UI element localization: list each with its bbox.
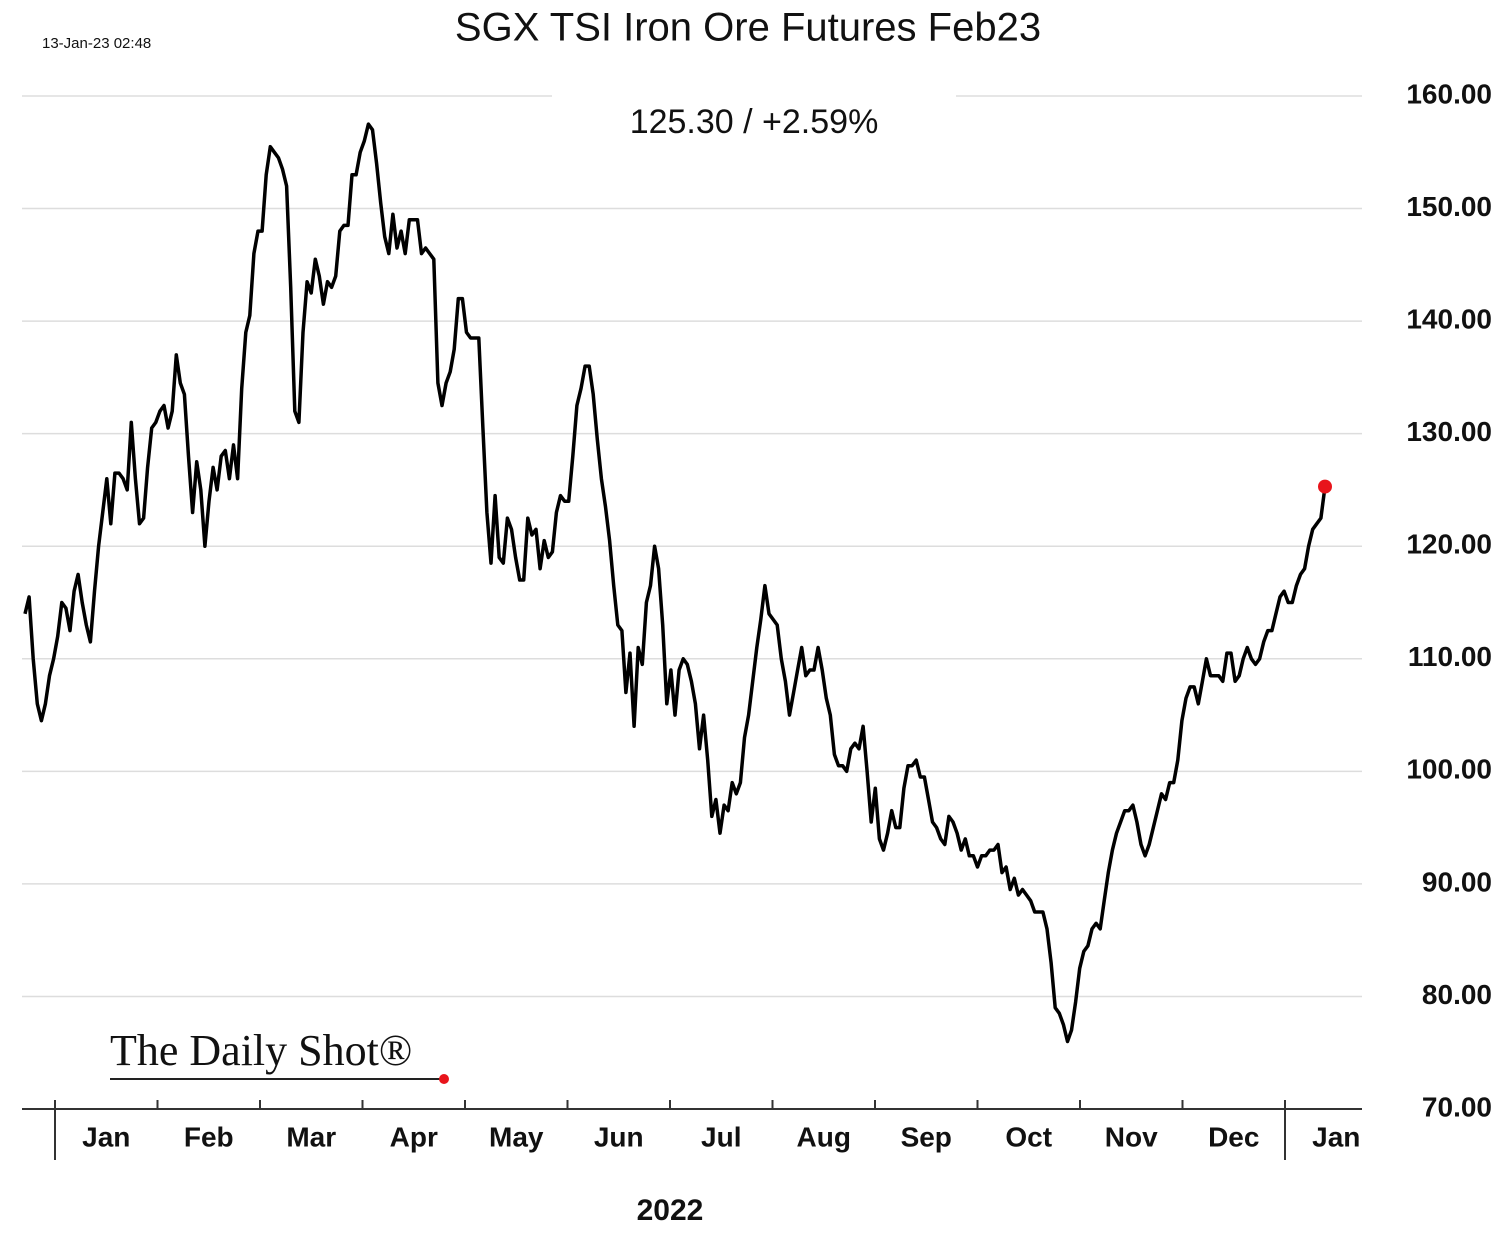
y-tick-label: 140.00 [1406, 304, 1492, 335]
x-tick-label: Apr [390, 1121, 438, 1152]
x-tick-label: Mar [286, 1121, 336, 1152]
x-tick-label: Jan [1312, 1121, 1360, 1152]
y-tick-label: 80.00 [1422, 979, 1492, 1010]
y-tick-label: 120.00 [1406, 529, 1492, 560]
x-tick-label: May [489, 1121, 544, 1152]
x-axis-label: 2022 [637, 1194, 704, 1227]
x-tick-label: Jan [82, 1121, 130, 1152]
x-tick-label: Oct [1005, 1121, 1052, 1152]
x-tick-label: Aug [797, 1121, 851, 1152]
x-tick-label: Jul [701, 1121, 741, 1152]
y-tick-label: 90.00 [1422, 866, 1492, 897]
y-tick-label: 70.00 [1422, 1091, 1492, 1122]
watermark-dot [439, 1074, 449, 1084]
price-line [23, 122, 1327, 1044]
x-tick-label: Dec [1208, 1121, 1259, 1152]
chart-title: SGX TSI Iron Ore Futures Feb23 [455, 6, 1041, 50]
x-tick-label: Nov [1105, 1121, 1158, 1152]
y-tick-label: 100.00 [1406, 754, 1492, 785]
subtitle-backdrop [552, 80, 956, 110]
watermark: The Daily Shot® [110, 1026, 412, 1075]
y-tick-label: 130.00 [1406, 416, 1492, 447]
last-point [1318, 479, 1332, 494]
x-tick-label: Sep [901, 1121, 952, 1152]
x-tick-label: Jun [594, 1121, 644, 1152]
grid [22, 95, 1362, 998]
subtitle: 125.30 / +2.59% [630, 103, 879, 141]
y-tick-label: 160.00 [1406, 78, 1492, 109]
x-tick-label: Feb [184, 1121, 234, 1152]
timestamp: 13-Jan-23 02:48 [42, 35, 151, 52]
y-tick-label: 150.00 [1406, 191, 1492, 222]
y-tick-label: 110.00 [1408, 641, 1492, 672]
